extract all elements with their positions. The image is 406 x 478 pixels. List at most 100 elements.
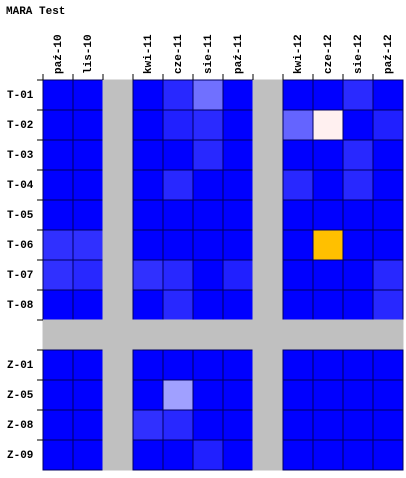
cell bbox=[102, 379, 134, 411]
cell bbox=[252, 439, 284, 471]
cell bbox=[102, 79, 134, 111]
cell bbox=[72, 199, 104, 231]
column-label: sie-12 bbox=[353, 34, 365, 74]
cell bbox=[312, 439, 344, 471]
cell bbox=[162, 439, 194, 471]
cell bbox=[162, 109, 194, 141]
cell bbox=[252, 259, 284, 291]
cell bbox=[252, 229, 284, 261]
cell bbox=[312, 109, 344, 141]
cell bbox=[282, 409, 314, 441]
row-label: Z-09 bbox=[7, 450, 33, 462]
row-label: T-04 bbox=[7, 180, 34, 192]
cell bbox=[252, 379, 284, 411]
cell bbox=[252, 349, 284, 381]
cell bbox=[222, 169, 254, 201]
cell bbox=[312, 409, 344, 441]
cell bbox=[372, 259, 404, 291]
cell bbox=[42, 259, 74, 291]
cell bbox=[42, 229, 74, 261]
column-label: paź-10 bbox=[53, 34, 65, 74]
cell bbox=[222, 379, 254, 411]
cell bbox=[162, 259, 194, 291]
cell bbox=[252, 409, 284, 441]
cell bbox=[162, 379, 194, 411]
cell bbox=[342, 349, 374, 381]
cell bbox=[282, 319, 314, 351]
cell bbox=[132, 409, 164, 441]
cell bbox=[72, 439, 104, 471]
cell bbox=[42, 139, 74, 171]
cell bbox=[372, 349, 404, 381]
cell bbox=[222, 259, 254, 291]
cell bbox=[42, 379, 74, 411]
cell bbox=[342, 229, 374, 261]
cell bbox=[42, 169, 74, 201]
cell bbox=[192, 319, 224, 351]
cell bbox=[72, 379, 104, 411]
cell bbox=[222, 139, 254, 171]
cell bbox=[342, 199, 374, 231]
cell bbox=[282, 169, 314, 201]
cell bbox=[342, 289, 374, 321]
column-label: cze-12 bbox=[323, 34, 335, 74]
cell bbox=[282, 79, 314, 111]
cell bbox=[372, 199, 404, 231]
cell bbox=[372, 439, 404, 471]
column-label: cze-11 bbox=[173, 34, 185, 74]
cell bbox=[342, 169, 374, 201]
cell bbox=[192, 289, 224, 321]
cell bbox=[222, 109, 254, 141]
cell bbox=[252, 169, 284, 201]
cell bbox=[162, 319, 194, 351]
cell bbox=[42, 289, 74, 321]
cell bbox=[102, 289, 134, 321]
cell bbox=[162, 349, 194, 381]
cell bbox=[192, 79, 224, 111]
cell bbox=[102, 259, 134, 291]
cell bbox=[372, 379, 404, 411]
cell bbox=[102, 349, 134, 381]
cell bbox=[42, 409, 74, 441]
cell bbox=[222, 349, 254, 381]
row-label: T-01 bbox=[7, 90, 34, 102]
column-label: paź-11 bbox=[233, 34, 245, 74]
cell bbox=[342, 439, 374, 471]
cell bbox=[72, 169, 104, 201]
cell bbox=[372, 229, 404, 261]
cell bbox=[132, 319, 164, 351]
column-label: paź-12 bbox=[383, 34, 395, 74]
row-label: T-08 bbox=[7, 300, 34, 312]
cell bbox=[312, 139, 344, 171]
cell bbox=[72, 409, 104, 441]
cell bbox=[342, 109, 374, 141]
column-label: sie-11 bbox=[203, 34, 215, 74]
cell bbox=[132, 169, 164, 201]
row-label: T-05 bbox=[7, 210, 34, 222]
cell bbox=[222, 439, 254, 471]
cell bbox=[102, 229, 134, 261]
cell bbox=[132, 439, 164, 471]
cell bbox=[252, 79, 284, 111]
cell bbox=[342, 319, 374, 351]
cell bbox=[132, 229, 164, 261]
cell bbox=[162, 289, 194, 321]
cell bbox=[282, 109, 314, 141]
cell bbox=[72, 289, 104, 321]
cell bbox=[132, 259, 164, 291]
cell bbox=[222, 289, 254, 321]
cell bbox=[252, 139, 284, 171]
cell bbox=[192, 409, 224, 441]
column-label: kwi-12 bbox=[293, 34, 305, 74]
title: MARA Test bbox=[6, 6, 65, 18]
cell bbox=[132, 199, 164, 231]
cell bbox=[342, 139, 374, 171]
cell bbox=[132, 289, 164, 321]
cell bbox=[102, 439, 134, 471]
row-label: T-06 bbox=[7, 240, 33, 252]
cell bbox=[192, 259, 224, 291]
cell bbox=[312, 349, 344, 381]
cell bbox=[282, 289, 314, 321]
cell bbox=[282, 379, 314, 411]
